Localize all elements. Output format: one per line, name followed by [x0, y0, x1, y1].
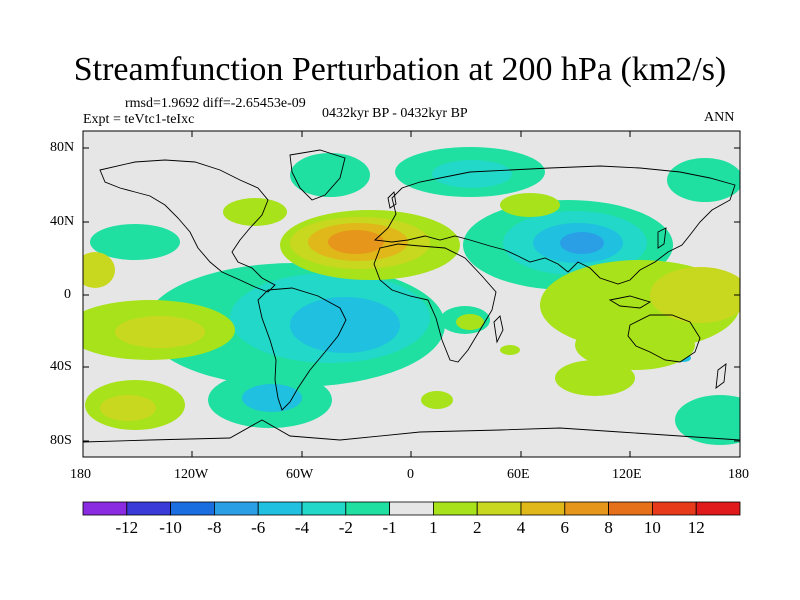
contour-fill — [290, 297, 400, 353]
colorbar-swatch — [82, 501, 128, 516]
contour-fill — [223, 198, 287, 226]
japan-coast — [657, 227, 667, 249]
new-zealand-coast — [715, 363, 727, 389]
australia-coast — [627, 314, 701, 363]
colorbar-swatch — [213, 501, 259, 516]
negative-anomalies — [90, 147, 740, 445]
coastlines — [83, 149, 740, 443]
experiment-label: Expt = teVtc1-teIxc — [83, 112, 195, 127]
contour-fill — [83, 252, 115, 288]
colorbar-swatch — [695, 501, 741, 516]
uk-coast — [387, 191, 397, 209]
map-panel — [82, 130, 741, 458]
contour-fill — [242, 384, 302, 412]
stats-line: rmsd=1.9692 diff=-2.65453e-09 — [125, 96, 306, 112]
rmsd-label: rmsd= — [125, 96, 161, 111]
colorbar-label: -12 — [115, 518, 139, 537]
colorbar-swatch — [345, 501, 390, 516]
contour-fill — [500, 193, 560, 217]
contour-fill — [115, 316, 205, 348]
colorbar — [82, 501, 741, 516]
africa-coast — [373, 243, 497, 363]
colorbar-label: -10 — [159, 518, 182, 537]
contour-fill — [432, 160, 512, 188]
colorbar-label: 10 — [643, 518, 661, 537]
colorbar-swatch — [170, 501, 215, 516]
greenland-coast — [289, 149, 346, 201]
contour-fill — [675, 395, 740, 445]
colorbar-swatch — [520, 501, 566, 516]
colorbar-swatch — [432, 501, 478, 516]
south-america-coast — [257, 287, 347, 411]
colorbar-swatch — [476, 501, 522, 516]
contour-fill — [650, 267, 740, 323]
contour-fill — [328, 230, 384, 254]
contour-fill — [560, 232, 604, 254]
colorbar-label: -2 — [338, 518, 353, 537]
colorbar-swatch — [301, 501, 347, 516]
contour-fill — [421, 391, 453, 409]
pacific-low — [90, 224, 180, 260]
contour-fill — [500, 345, 520, 355]
colorbar-swatch — [126, 501, 172, 516]
colorbar-label: 2 — [472, 518, 482, 537]
colorbar-swatch — [257, 501, 303, 516]
contour-field — [83, 147, 740, 445]
greenland-low — [290, 153, 370, 197]
colorbar-label: 1 — [429, 518, 438, 537]
diff-label: diff= — [202, 96, 231, 111]
lat-label-80n: 80N — [50, 140, 75, 155]
colorbar-swatch — [608, 501, 653, 516]
lon-label-60e: 60E — [507, 467, 530, 482]
contour-fill — [667, 158, 740, 202]
antarctica-coast — [83, 419, 740, 443]
colorbar-label: 6 — [560, 518, 570, 537]
lon-label-120e: 120E — [612, 467, 642, 482]
lat-label-80s: 80S — [50, 433, 72, 448]
indonesia-coast — [608, 295, 652, 309]
lon-label-180e: 180 — [728, 467, 749, 482]
colorbar-swatch — [389, 501, 434, 516]
madagascar-coast — [493, 315, 504, 344]
colorbar-label: 4 — [516, 518, 526, 537]
europe-asia-coast — [373, 165, 736, 285]
colorbar-label: 8 — [604, 518, 613, 537]
colorbar-label: -8 — [207, 518, 222, 537]
time-range-label: 0432kyr BP - 0432kyr BP — [322, 106, 468, 121]
lon-label-60w: 60W — [286, 467, 314, 482]
colorbar-swatch — [564, 501, 609, 516]
lon-label-120w: 120W — [174, 467, 209, 482]
contour-fill — [555, 360, 635, 396]
map-title: Streamfunction Perturbation at 200 hPa (… — [73, 51, 727, 88]
diff-value: -2.65453e-09 — [230, 96, 306, 111]
lat-label-40s: 40S — [50, 359, 72, 374]
lon-label-0: 0 — [407, 467, 414, 482]
lat-label-40n: 40N — [50, 214, 75, 229]
colorbar-label: -1 — [382, 518, 397, 537]
colorbar-label: 12 — [687, 518, 705, 537]
axis-ticks — [83, 131, 740, 457]
contour-fill — [100, 395, 156, 421]
lat-label-0: 0 — [64, 287, 71, 302]
colorbar-label: -4 — [294, 518, 310, 537]
north-america-coast — [99, 159, 276, 293]
rmsd-value: 1.9692 — [160, 96, 200, 111]
colorbar-label: -6 — [251, 518, 266, 537]
lon-label-180w: 180 — [70, 467, 91, 482]
season-label: ANN — [704, 110, 735, 125]
contour-fill — [456, 314, 484, 330]
colorbar-swatch — [652, 501, 697, 516]
